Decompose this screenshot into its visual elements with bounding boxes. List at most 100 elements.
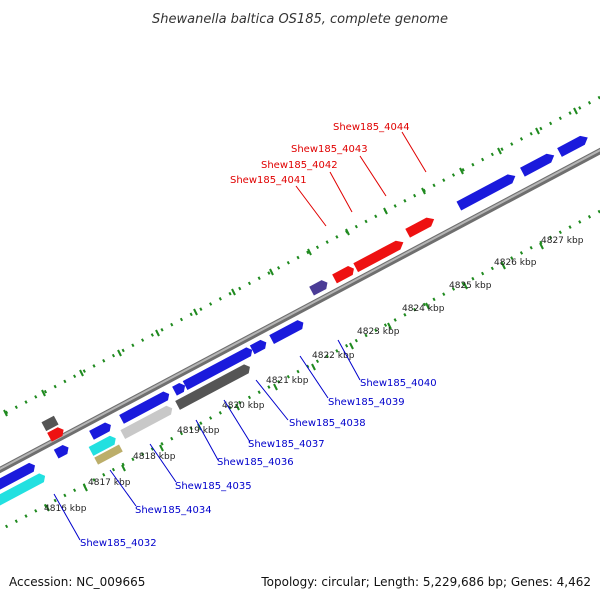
leader-line [53,493,81,541]
genome-summary-text: Topology: circular; Length: 5,229,686 bp… [260,575,591,589]
outer-dot-track [0,95,600,418]
gene-blue-right-1[interactable] [456,172,517,211]
tick-label: 4821 kbp [266,376,309,386]
inner-tick [83,484,88,492]
tick-label: 4827 kbp [541,236,584,246]
gene-label-shew185-4034[interactable]: Shew185_4034 [135,505,212,516]
tick-label: 4822 kbp [312,351,355,361]
outer-tick [535,127,540,135]
outer-tick [497,147,502,155]
leader-line [109,469,137,507]
genome-backbone [0,147,600,474]
outer-tick [383,207,388,215]
outer-tick [307,248,312,256]
gene-label-shew185-4038[interactable]: Shew185_4038 [289,418,366,429]
gene-label-shew185-4035[interactable]: Shew185_4035 [175,481,252,492]
top-gene-labels: Shew185_4041 Shew185_4042 Shew185_4043 S… [230,122,427,227]
outer-tick [573,107,578,115]
gene-khaki[interactable] [94,444,123,465]
bottom-gene-labels: Shew185_4032 Shew185_4034 Shew185_4035 S… [53,339,437,549]
inner-tick [45,504,50,512]
gene-red-small[interactable] [47,425,66,442]
leader-line [295,185,327,227]
leader-line [359,155,387,197]
tick-label: 4825 kbp [449,281,492,291]
tick-label: 4823 kbp [357,327,400,337]
tick-label: 4824 kbp [402,304,445,314]
outer-tick [155,329,160,337]
gene-label-shew185-4037[interactable]: Shew185_4037 [248,439,325,450]
gene-blue-tiny[interactable] [53,443,71,459]
backbone-highlight [0,149,600,471]
inner-tick [235,403,240,411]
gene-blue-right-3[interactable] [557,133,590,157]
gene-4042[interactable] [332,264,356,284]
leader-line [299,355,329,399]
gene-4034[interactable] [120,404,174,439]
tick-label: 4826 kbp [494,258,537,268]
accession-text: Accession: NC_009665 [9,575,145,589]
tick-label: 4819 kbp [177,426,220,436]
gene-label-shew185-4032[interactable]: Shew185_4032 [80,538,157,549]
gene-4036[interactable] [175,363,252,410]
outer-tick [231,288,236,296]
inner-tick [311,363,316,371]
leader-line [337,339,361,381]
inner-tick [159,444,164,452]
leader-line [329,171,353,213]
leader-line [195,419,219,461]
gene-label-shew185-4044[interactable]: Shew185_4044 [333,122,410,133]
outer-tick [117,349,122,357]
gene-4035[interactable] [119,390,171,424]
outer-tick [345,228,350,236]
gene-4033[interactable] [88,434,118,456]
gene-4032[interactable] [0,471,47,517]
outer-ticks [3,107,578,417]
gene-label-shew185-4041[interactable]: Shew185_4041 [230,175,307,186]
tick-label: 4820 kbp [222,401,265,411]
leader-line [223,399,251,443]
outer-tick [269,268,274,276]
outer-tick [421,187,426,195]
gene-blue-right-2[interactable] [520,151,556,177]
gene-gray-small[interactable] [41,415,59,432]
gene-label-shew185-4042[interactable]: Shew185_4042 [261,160,338,171]
tick-label: 4816 kbp [44,504,87,514]
inner-tick [349,342,354,350]
gene-4041[interactable] [309,278,330,296]
gene-4039[interactable] [249,338,269,355]
inner-tick [501,262,506,270]
tick-label: 4817 kbp [88,478,131,488]
gene-label-shew185-4039[interactable]: Shew185_4039 [328,397,405,408]
gene-label-shew185-4043[interactable]: Shew185_4043 [291,144,368,155]
inner-tick [387,322,392,330]
inner-tick [425,302,430,310]
gene-blue-small[interactable] [89,421,113,440]
map-title: Shewanella baltica OS185, complete genom… [152,12,448,27]
gene-blue-left[interactable] [0,461,37,505]
outer-tick [79,369,84,377]
gene-label-shew185-4040[interactable]: Shew185_4040 [360,378,437,389]
gene-4044[interactable] [405,215,436,238]
inner-tick [539,242,544,250]
outer-tick [193,308,198,316]
outer-tick [459,167,464,175]
leader-line [401,131,427,173]
outer-tick [41,389,46,397]
inner-tick [463,282,468,290]
leader-line [255,379,289,421]
outer-tick [3,409,8,417]
leader-line [149,443,177,483]
gene-label-shew185-4036[interactable]: Shew185_4036 [217,457,294,468]
gene-track [0,133,590,517]
inner-tick [121,464,126,472]
tick-labels: 4816 kbp 4817 kbp 4818 kbp 4819 kbp 4820… [44,236,584,514]
gene-4037[interactable] [172,381,187,396]
inner-tick [273,383,278,391]
outer-dot-line [0,95,600,418]
gene-4038[interactable] [182,345,255,390]
gene-4043[interactable] [353,238,405,273]
gene-4040[interactable] [269,318,305,344]
tick-label: 4818 kbp [133,452,176,462]
